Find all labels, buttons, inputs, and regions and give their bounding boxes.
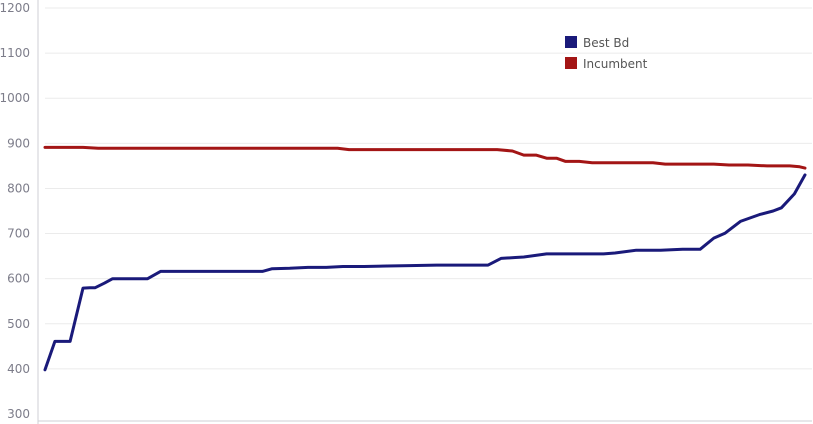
legend-swatch [565, 36, 577, 48]
y-tick-label: 900 [7, 136, 30, 150]
y-tick-label: 800 [7, 181, 30, 195]
y-tick-label: 1200 [0, 1, 30, 15]
series-lines [43, 145, 807, 372]
y-axis-ticks: 300 400 500 600 700 800 900 1000 1100 1200 [0, 1, 30, 421]
y-tick-label: 400 [7, 362, 30, 376]
series-line-best-bd [43, 173, 807, 372]
legend-label: Best Bd [583, 36, 629, 50]
legend-swatch [565, 57, 577, 69]
legend: Best Bd Incumbent [565, 36, 648, 71]
series-line-incumbent [43, 145, 807, 170]
legend-label: Incumbent [583, 57, 648, 71]
y-tick-label: 700 [7, 227, 30, 241]
y-tick-label: 500 [7, 317, 30, 331]
y-tick-label: 1000 [0, 91, 30, 105]
gridlines [45, 7, 812, 370]
y-tick-label: 600 [7, 272, 30, 286]
axes [37, 0, 812, 424]
y-tick-label: 1100 [0, 46, 30, 60]
y-tick-label: 300 [7, 407, 30, 421]
